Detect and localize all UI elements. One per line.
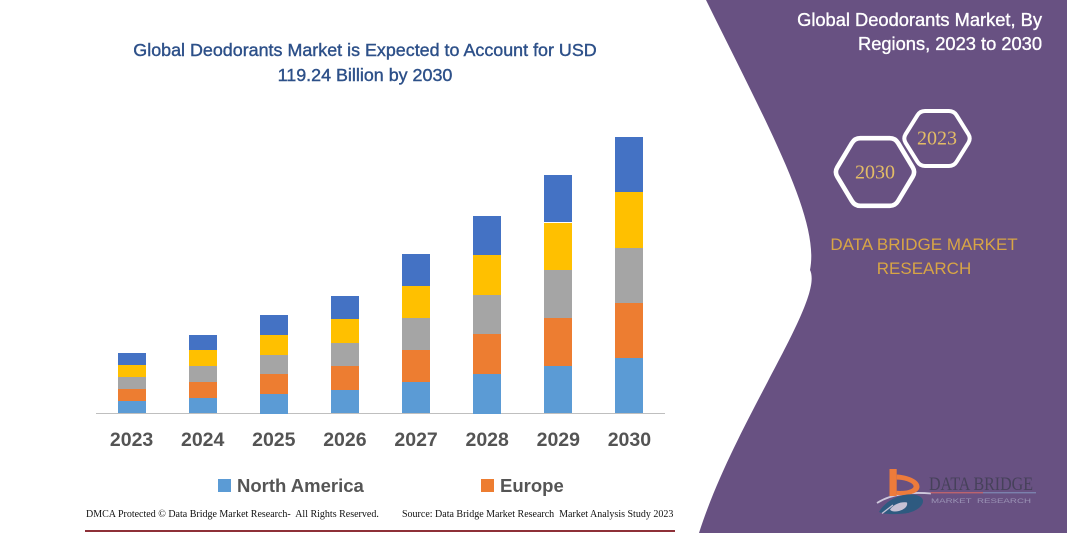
svg-text:2023: 2023: [917, 128, 957, 150]
svg-text:2030: 2030: [855, 162, 895, 184]
svg-text:MARKET RESEARCH: MARKET RESEARCH: [931, 498, 1032, 505]
svg-text:DATA BRIDGE: DATA BRIDGE: [929, 474, 1033, 495]
